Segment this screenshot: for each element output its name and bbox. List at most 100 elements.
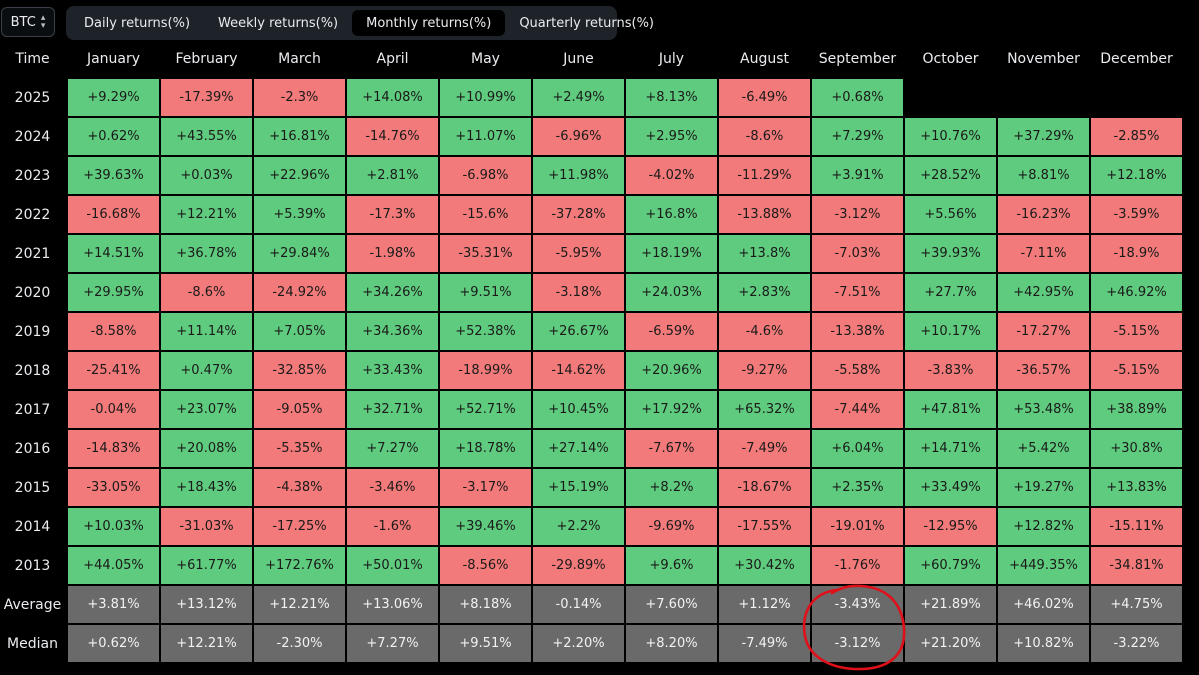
return-cell[interactable]: -4.38% <box>254 469 345 506</box>
return-cell[interactable]: -5.15% <box>1091 352 1182 389</box>
return-cell[interactable]: -5.58% <box>812 352 903 389</box>
return-cell[interactable]: +23.07% <box>161 391 252 428</box>
return-cell[interactable]: +42.95% <box>998 274 1089 311</box>
return-cell[interactable]: +11.14% <box>161 313 252 350</box>
return-cell[interactable]: +30.8% <box>1091 430 1182 467</box>
return-cell[interactable]: +65.32% <box>719 391 810 428</box>
tab-monthly-returns[interactable]: Monthly returns(%) <box>352 10 506 36</box>
return-cell[interactable]: -32.85% <box>254 352 345 389</box>
return-cell[interactable]: -14.76% <box>347 118 438 155</box>
return-cell[interactable]: -7.51% <box>812 274 903 311</box>
return-cell[interactable]: +38.89% <box>1091 391 1182 428</box>
return-cell[interactable]: -24.92% <box>254 274 345 311</box>
return-cell[interactable]: -19.01% <box>812 508 903 545</box>
return-cell[interactable]: +37.29% <box>998 118 1089 155</box>
return-cell[interactable]: +7.05% <box>254 313 345 350</box>
return-cell[interactable]: +9.51% <box>440 274 531 311</box>
return-cell[interactable]: -1.98% <box>347 235 438 272</box>
return-cell[interactable]: +44.05% <box>68 547 159 584</box>
return-cell[interactable]: -3.46% <box>347 469 438 506</box>
return-cell[interactable]: +17.92% <box>626 391 717 428</box>
return-cell[interactable]: -16.23% <box>998 196 1089 233</box>
return-cell[interactable]: -4.02% <box>626 157 717 194</box>
return-cell[interactable]: -9.69% <box>626 508 717 545</box>
return-cell[interactable]: +20.96% <box>626 352 717 389</box>
return-cell[interactable]: +10.45% <box>533 391 624 428</box>
return-cell[interactable]: -14.62% <box>533 352 624 389</box>
return-cell[interactable]: -35.31% <box>440 235 531 272</box>
return-cell[interactable]: -18.67% <box>719 469 810 506</box>
return-cell[interactable]: +9.29% <box>68 79 159 116</box>
return-cell[interactable]: -14.83% <box>68 430 159 467</box>
return-cell[interactable]: -8.58% <box>68 313 159 350</box>
return-cell[interactable]: -18.99% <box>440 352 531 389</box>
return-cell[interactable]: +13.83% <box>1091 469 1182 506</box>
return-cell[interactable]: +3.91% <box>812 157 903 194</box>
return-cell[interactable]: +5.42% <box>998 430 1089 467</box>
return-cell[interactable]: +29.84% <box>254 235 345 272</box>
return-cell[interactable]: -17.27% <box>998 313 1089 350</box>
return-cell[interactable]: -34.81% <box>1091 547 1182 584</box>
return-cell[interactable]: +61.77% <box>161 547 252 584</box>
return-cell[interactable]: -8.56% <box>440 547 531 584</box>
return-cell[interactable]: -4.6% <box>719 313 810 350</box>
return-cell[interactable]: -2.85% <box>1091 118 1182 155</box>
return-cell[interactable]: +36.78% <box>161 235 252 272</box>
return-cell[interactable]: -2.3% <box>254 79 345 116</box>
return-cell[interactable]: +18.43% <box>161 469 252 506</box>
return-cell[interactable]: +9.6% <box>626 547 717 584</box>
return-cell[interactable]: +0.62% <box>68 118 159 155</box>
return-cell[interactable]: +2.49% <box>533 79 624 116</box>
return-cell[interactable]: +28.52% <box>905 157 996 194</box>
return-cell[interactable]: -7.67% <box>626 430 717 467</box>
return-cell[interactable]: +8.81% <box>998 157 1089 194</box>
tab-weekly-returns[interactable]: Weekly returns(%) <box>218 15 339 31</box>
return-cell[interactable]: -3.12% <box>812 196 903 233</box>
return-cell[interactable]: -3.18% <box>533 274 624 311</box>
return-cell[interactable]: +14.08% <box>347 79 438 116</box>
return-cell[interactable]: +52.38% <box>440 313 531 350</box>
return-cell[interactable]: +18.19% <box>626 235 717 272</box>
return-cell[interactable]: -7.44% <box>812 391 903 428</box>
return-cell[interactable]: +39.46% <box>440 508 531 545</box>
return-cell[interactable]: -3.59% <box>1091 196 1182 233</box>
return-cell[interactable]: +15.19% <box>533 469 624 506</box>
return-cell[interactable]: +14.71% <box>905 430 996 467</box>
return-cell[interactable]: +11.07% <box>440 118 531 155</box>
return-cell[interactable]: -11.29% <box>719 157 810 194</box>
return-cell[interactable]: +34.26% <box>347 274 438 311</box>
return-cell[interactable]: -1.6% <box>347 508 438 545</box>
return-cell[interactable]: +52.71% <box>440 391 531 428</box>
return-cell[interactable]: -25.41% <box>68 352 159 389</box>
return-cell[interactable]: +10.76% <box>905 118 996 155</box>
return-cell[interactable]: +5.56% <box>905 196 996 233</box>
return-cell[interactable]: +60.79% <box>905 547 996 584</box>
return-cell[interactable]: +2.83% <box>719 274 810 311</box>
return-cell[interactable]: -37.28% <box>533 196 624 233</box>
return-cell[interactable]: -12.95% <box>905 508 996 545</box>
return-cell[interactable]: -15.11% <box>1091 508 1182 545</box>
tab-daily-returns[interactable]: Daily returns(%) <box>84 15 191 31</box>
return-cell[interactable]: -16.68% <box>68 196 159 233</box>
return-cell[interactable]: +2.95% <box>626 118 717 155</box>
return-cell[interactable]: +46.92% <box>1091 274 1182 311</box>
return-cell[interactable]: +19.27% <box>998 469 1089 506</box>
return-cell[interactable]: -8.6% <box>719 118 810 155</box>
return-cell[interactable]: +27.14% <box>533 430 624 467</box>
return-cell[interactable]: -31.03% <box>161 508 252 545</box>
return-cell[interactable]: +12.18% <box>1091 157 1182 194</box>
return-cell[interactable]: +13.8% <box>719 235 810 272</box>
return-cell[interactable]: +32.71% <box>347 391 438 428</box>
return-cell[interactable]: -13.88% <box>719 196 810 233</box>
return-cell[interactable]: +0.03% <box>161 157 252 194</box>
return-cell[interactable]: -15.6% <box>440 196 531 233</box>
return-cell[interactable]: -13.38% <box>812 313 903 350</box>
return-cell[interactable]: +39.93% <box>905 235 996 272</box>
return-cell[interactable]: +39.63% <box>68 157 159 194</box>
return-cell[interactable]: +20.08% <box>161 430 252 467</box>
return-cell[interactable]: +2.35% <box>812 469 903 506</box>
return-cell[interactable]: -7.03% <box>812 235 903 272</box>
return-cell[interactable]: +16.81% <box>254 118 345 155</box>
return-cell[interactable]: -6.98% <box>440 157 531 194</box>
return-cell[interactable]: +34.36% <box>347 313 438 350</box>
